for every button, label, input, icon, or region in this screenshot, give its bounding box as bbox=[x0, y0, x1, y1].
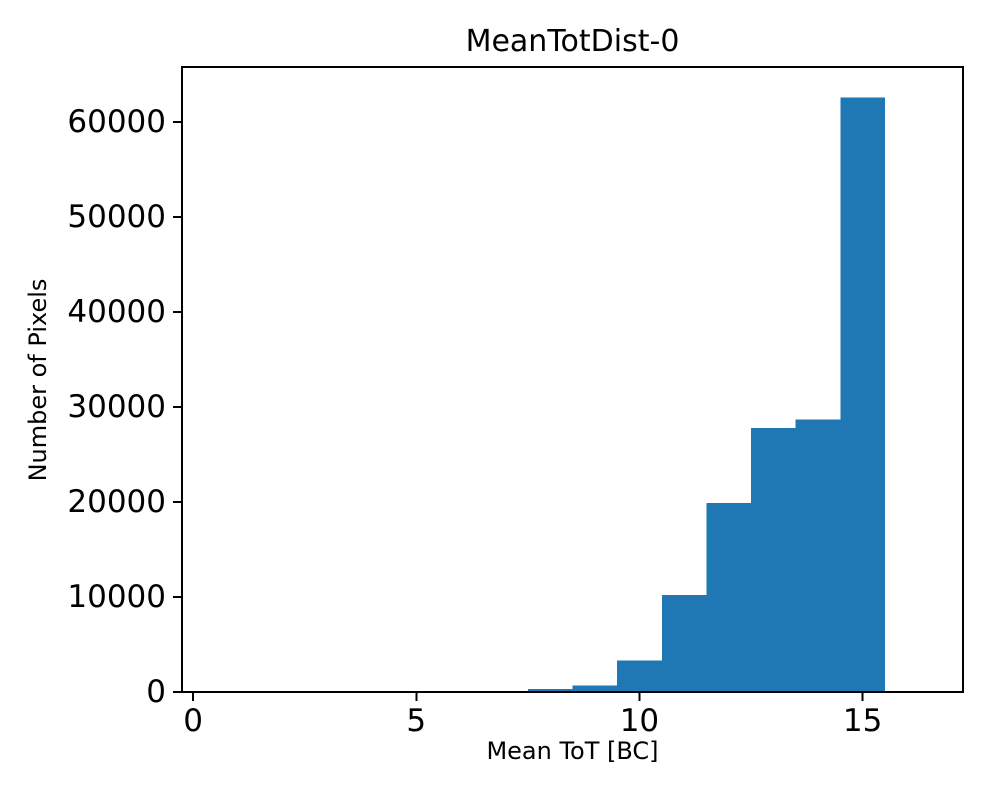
histogram-bar bbox=[795, 419, 841, 692]
histogram-bar bbox=[527, 689, 573, 692]
y-tick-label: 40000 bbox=[67, 294, 166, 331]
y-tick-label: 20000 bbox=[67, 484, 166, 521]
histogram-bar bbox=[840, 97, 885, 692]
x-tick-label: 15 bbox=[842, 703, 883, 739]
histogram-bar bbox=[751, 427, 796, 692]
histogram-bar bbox=[706, 502, 752, 692]
axes-frame bbox=[181, 66, 964, 693]
y-tick-label: 50000 bbox=[67, 199, 166, 236]
histogram-bar bbox=[661, 595, 707, 692]
y-tick-label: 10000 bbox=[67, 579, 166, 615]
x-axis-label: Mean ToT [BC] bbox=[486, 737, 659, 765]
x-tick-label: 10 bbox=[619, 703, 660, 739]
y-tick-label: 60000 bbox=[67, 104, 166, 141]
histogram-bar bbox=[617, 660, 662, 692]
histogram-bar bbox=[572, 685, 618, 692]
y-tick-label: 30000 bbox=[67, 389, 166, 426]
x-tick-label: 0 bbox=[183, 703, 204, 739]
x-tick-label: 5 bbox=[406, 703, 427, 739]
y-tick-label: 0 bbox=[146, 674, 166, 710]
chart-title: MeanTotDist-0 bbox=[465, 24, 680, 59]
